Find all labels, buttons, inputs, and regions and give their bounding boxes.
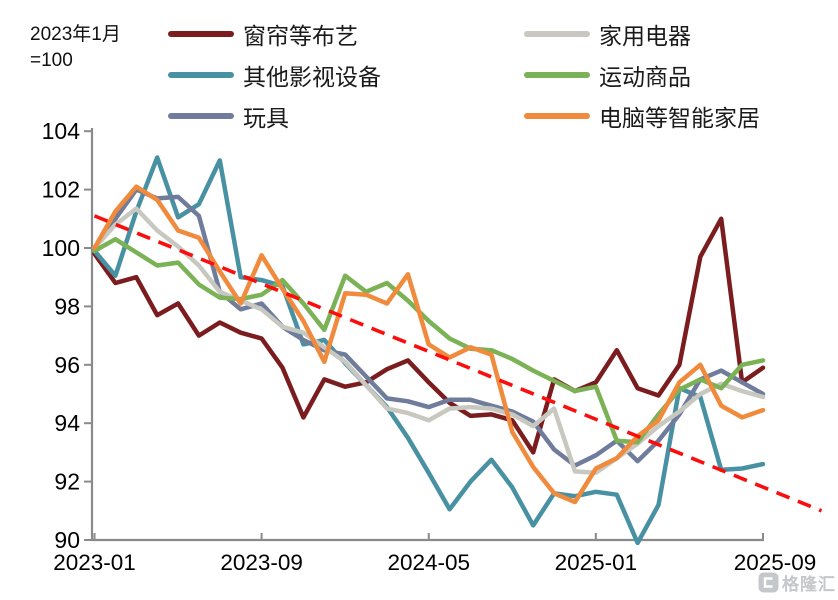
x-axis-tick-label: 2025-09 (734, 550, 817, 575)
legend-label: 家用电器 (599, 23, 691, 49)
legend-label: 运动商品 (599, 64, 691, 90)
legend-item-运动商品: 运动商品 (524, 62, 691, 90)
legend-swatch-icon (524, 31, 590, 37)
legend-swatch-icon (168, 31, 234, 37)
series-line-电脑等智能家居 (92, 184, 766, 505)
watermark-text: 格隆汇 (782, 575, 836, 594)
x-axis-tick-label: 2023-09 (220, 550, 303, 575)
y-axis-tick-label: 92 (54, 469, 80, 495)
y-axis-tick-label: 90 (54, 527, 80, 553)
trend-dashed-line (93, 214, 823, 513)
index-base-note: 2023年1月 =100 (30, 22, 121, 73)
y-axis-tick-label: 94 (54, 410, 80, 436)
legend-swatch-icon (168, 113, 234, 119)
x-axis-tick-label: 2023-01 (53, 550, 136, 575)
y-axis-tick-label: 96 (54, 352, 80, 378)
series-line-玩具 (92, 187, 766, 468)
y-axis-tick-label: 100 (42, 235, 80, 261)
legend-label: 电脑等智能家居 (599, 105, 760, 131)
series-line-窗帘等布艺 (92, 216, 766, 455)
legend-swatch-icon (168, 72, 234, 78)
legend-label: 玩具 (243, 105, 289, 131)
legend-item-窗帘等布艺: 窗帘等布艺 (168, 21, 358, 49)
y-axis-tick-label: 104 (42, 118, 81, 144)
legend-swatch-icon (524, 113, 590, 119)
series-line-家用电器 (92, 206, 766, 476)
watermark: 格隆汇 (758, 570, 836, 595)
legend-item-其他影视设备: 其他影视设备 (168, 62, 381, 90)
legend-item-家用电器: 家用电器 (524, 21, 691, 49)
gelonghui-logo-icon (758, 572, 779, 593)
series-line-其他影视设备 (92, 155, 766, 546)
y-axis-tick-label: 98 (54, 293, 80, 319)
index-base-note-line1: 2023年1月 (30, 24, 121, 45)
legend-item-电脑等智能家居: 电脑等智能家居 (524, 103, 760, 131)
x-axis-tick-label: 2024-05 (387, 550, 470, 575)
legend-label: 窗帘等布艺 (243, 23, 358, 49)
legend-item-玩具: 玩具 (168, 103, 289, 131)
legend-label: 其他影视设备 (243, 64, 381, 90)
x-axis-tick-label: 2025-01 (555, 550, 638, 575)
legend-swatch-icon (524, 72, 590, 78)
index-base-note-line2: =100 (30, 49, 73, 71)
y-axis-tick-label: 102 (42, 177, 80, 203)
